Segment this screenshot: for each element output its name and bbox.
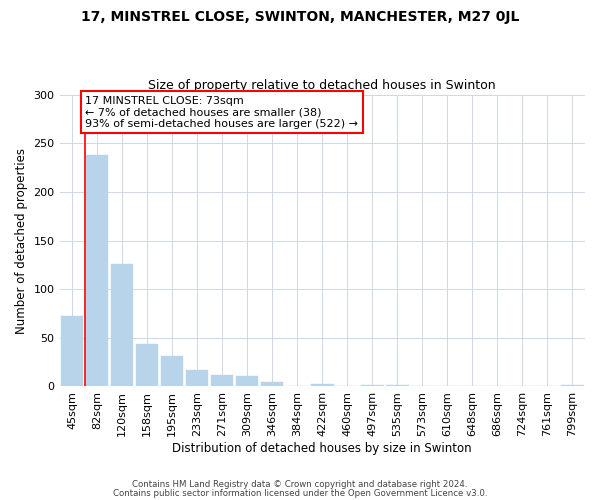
Title: Size of property relative to detached houses in Swinton: Size of property relative to detached ho… bbox=[148, 79, 496, 92]
Bar bbox=[136, 344, 158, 386]
Text: 17, MINSTREL CLOSE, SWINTON, MANCHESTER, M27 0JL: 17, MINSTREL CLOSE, SWINTON, MANCHESTER,… bbox=[81, 10, 519, 24]
Text: 17 MINSTREL CLOSE: 73sqm
← 7% of detached houses are smaller (38)
93% of semi-de: 17 MINSTREL CLOSE: 73sqm ← 7% of detache… bbox=[85, 96, 358, 128]
Bar bbox=[361, 384, 383, 386]
Text: Contains HM Land Registry data © Crown copyright and database right 2024.: Contains HM Land Registry data © Crown c… bbox=[132, 480, 468, 489]
Bar bbox=[161, 356, 184, 386]
X-axis label: Distribution of detached houses by size in Swinton: Distribution of detached houses by size … bbox=[172, 442, 472, 455]
Y-axis label: Number of detached properties: Number of detached properties bbox=[15, 148, 28, 334]
Bar bbox=[236, 376, 259, 386]
Bar bbox=[186, 370, 208, 386]
Bar bbox=[211, 375, 233, 386]
Bar bbox=[261, 382, 283, 386]
Bar bbox=[111, 264, 133, 386]
Text: Contains public sector information licensed under the Open Government Licence v3: Contains public sector information licen… bbox=[113, 490, 487, 498]
Bar bbox=[311, 384, 334, 386]
Bar bbox=[61, 316, 83, 386]
Bar bbox=[86, 155, 109, 386]
